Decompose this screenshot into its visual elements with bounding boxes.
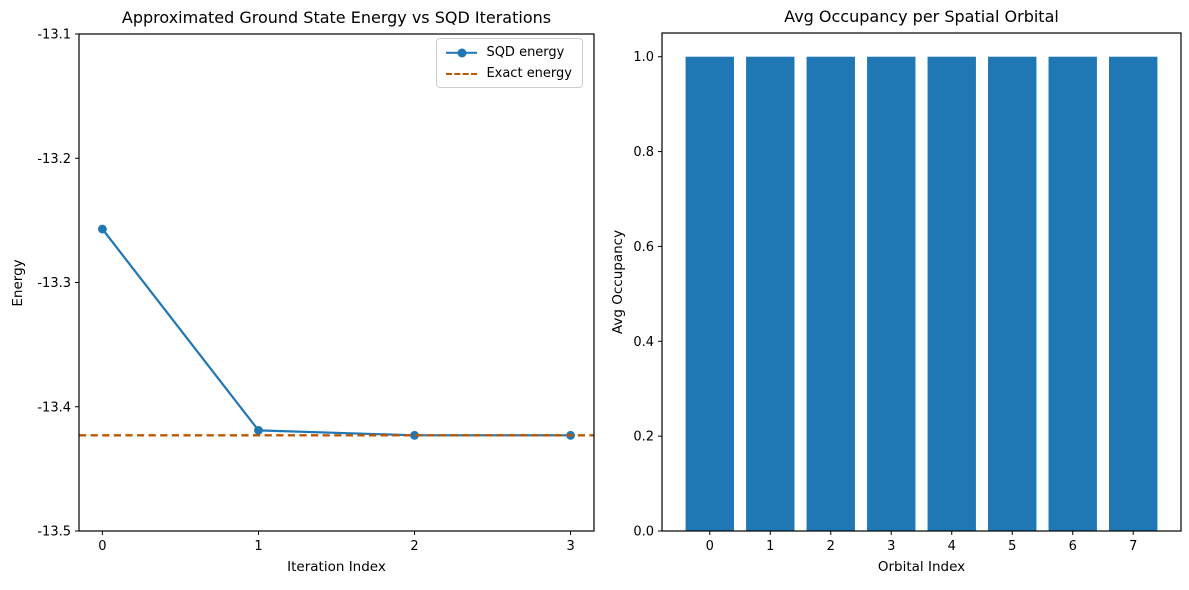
svg-text:-13.1: -13.1 xyxy=(37,28,71,43)
svg-text:4: 4 xyxy=(948,539,956,554)
svg-text:3: 3 xyxy=(887,539,895,554)
occupancy-chart-title: Avg Occupancy per Spatial Orbital xyxy=(784,7,1059,26)
svg-text:7: 7 xyxy=(1129,539,1137,554)
svg-text:-13.4: -13.4 xyxy=(37,400,71,415)
occupancy-x-axis-label: Orbital Index xyxy=(877,559,966,575)
svg-text:2: 2 xyxy=(410,539,418,554)
svg-text:0: 0 xyxy=(706,539,714,554)
svg-text:0.2: 0.2 xyxy=(633,430,654,445)
svg-text:2: 2 xyxy=(827,539,835,554)
svg-text:1: 1 xyxy=(766,539,774,554)
energy-plot-area: 0 1 2 3 -13.5 -13.4 -13.3 -13.2 -13.1 xyxy=(37,28,595,554)
energy-chart-title: Approximated Ground State Energy vs SQD … xyxy=(121,8,552,27)
legend-label-sqd-energy: SQD energy xyxy=(486,45,565,60)
occupancy-bar-chart: Avg Occupancy per Spatial Orbital Avg Oc… xyxy=(610,7,1182,575)
legend-entry-exact-energy: Exact energy xyxy=(446,67,572,80)
svg-text:-13.3: -13.3 xyxy=(37,276,71,291)
energy-convergence-chart: Approximated Ground State Energy vs SQD … xyxy=(10,8,595,575)
svg-text:0.6: 0.6 xyxy=(633,240,654,255)
svg-text:1.0: 1.0 xyxy=(633,50,654,65)
circle-marker-icon xyxy=(457,48,467,57)
svg-text:0.4: 0.4 xyxy=(633,335,654,350)
dashed-line-icon xyxy=(446,72,478,75)
svg-text:-13.5: -13.5 xyxy=(37,525,71,540)
svg-text:5: 5 xyxy=(1008,539,1016,554)
svg-text:1: 1 xyxy=(254,539,262,554)
svg-text:-13.2: -13.2 xyxy=(37,152,71,167)
energy-x-axis-label: Iteration Index xyxy=(287,559,386,575)
svg-text:3: 3 xyxy=(566,539,574,554)
legend: SQD energy Exact energy xyxy=(436,38,583,88)
sqd-energy-line-sample xyxy=(446,48,478,58)
occupancy-y-axis-label: Avg Occupancy xyxy=(610,229,626,335)
svg-text:0: 0 xyxy=(98,539,106,554)
energy-y-axis-label: Energy xyxy=(10,258,26,307)
legend-label-exact-energy: Exact energy xyxy=(486,66,572,81)
legend-entry-sqd-energy: SQD energy xyxy=(446,46,572,59)
occupancy-plot-area: 0 1 2 3 4 5 6 7 0.0 0.2 0.4 0.6 0.8 1.0 xyxy=(633,32,1182,554)
svg-text:6: 6 xyxy=(1069,539,1077,554)
svg-text:0.0: 0.0 xyxy=(633,525,654,540)
exact-energy-line-sample xyxy=(446,69,478,79)
svg-text:0.8: 0.8 xyxy=(633,145,654,160)
